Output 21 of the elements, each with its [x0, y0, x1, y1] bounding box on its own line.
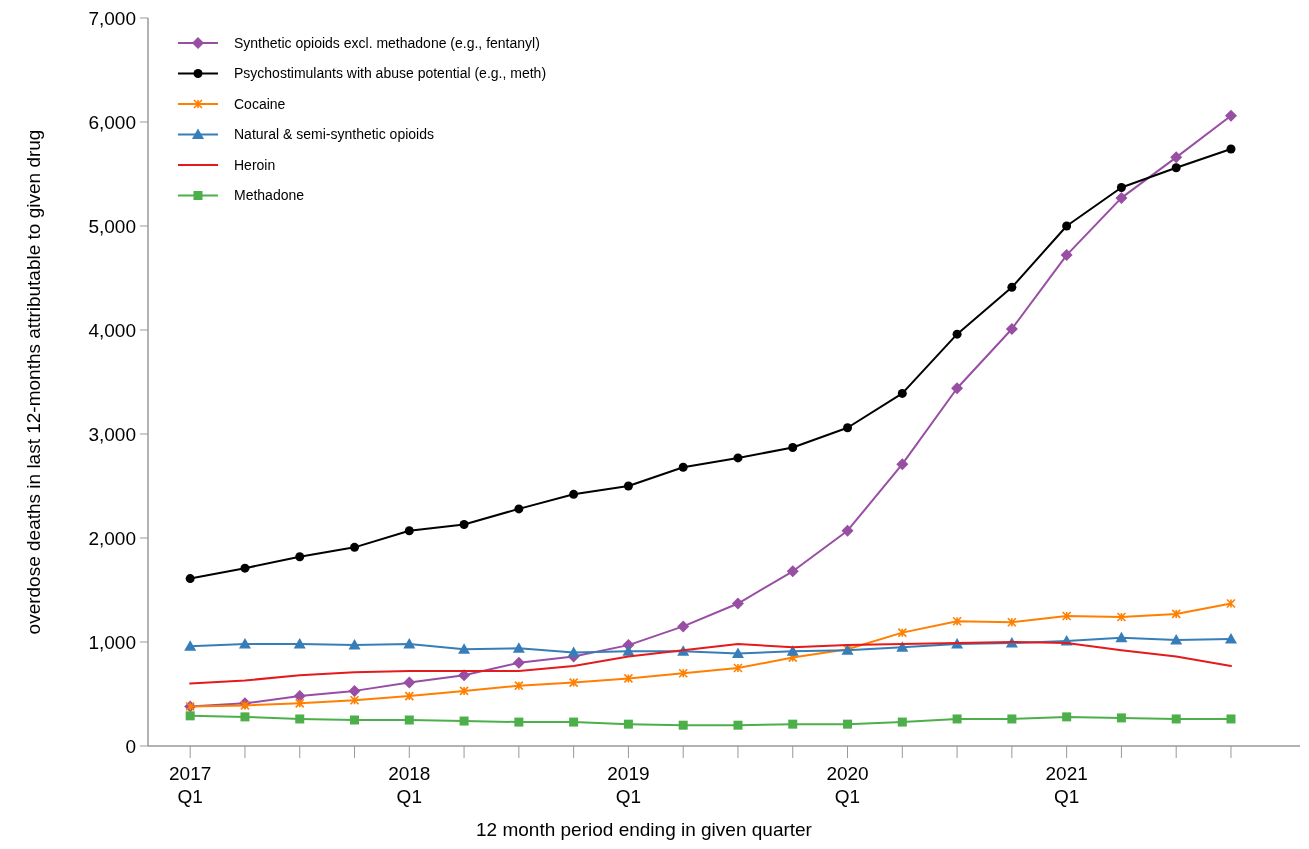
x-tick-label: 2019 Q1: [607, 763, 650, 807]
y-tick-label: 2,000: [88, 527, 136, 549]
legend-label: Synthetic opioids excl. methadone (e.g., fentanyl): [234, 34, 540, 51]
y-axis-title: overdose deaths in last 12-months attributable to given drug: [23, 129, 44, 635]
legend-label: Methadone: [234, 187, 305, 204]
y-tick-label: 1,000: [88, 631, 136, 653]
x-tick-label: 2018 Q1: [388, 763, 431, 807]
y-tick-label: 4,000: [88, 319, 136, 341]
legend-label: Heroin: [234, 156, 276, 173]
x-axis-title: 12 month period ending in given quarter: [476, 819, 813, 840]
y-tick-label: 5,000: [88, 215, 136, 237]
x-tick-label: 2020 Q1: [826, 763, 869, 807]
x-tick-label: 2017 Q1: [169, 763, 212, 807]
y-tick-label: 7,000: [88, 7, 136, 29]
y-tick-label: 0: [125, 735, 136, 757]
legend-label: Cocaine: [234, 95, 286, 112]
y-tick-label: 3,000: [88, 423, 136, 445]
legend-label: Psychostimulants with abuse potential (e.g., meth): [234, 65, 547, 82]
legend-label: Natural & semi-synthetic opioids: [234, 126, 434, 143]
x-tick-label: 2021 Q1: [1045, 763, 1088, 807]
y-tick-label: 6,000: [88, 111, 136, 133]
